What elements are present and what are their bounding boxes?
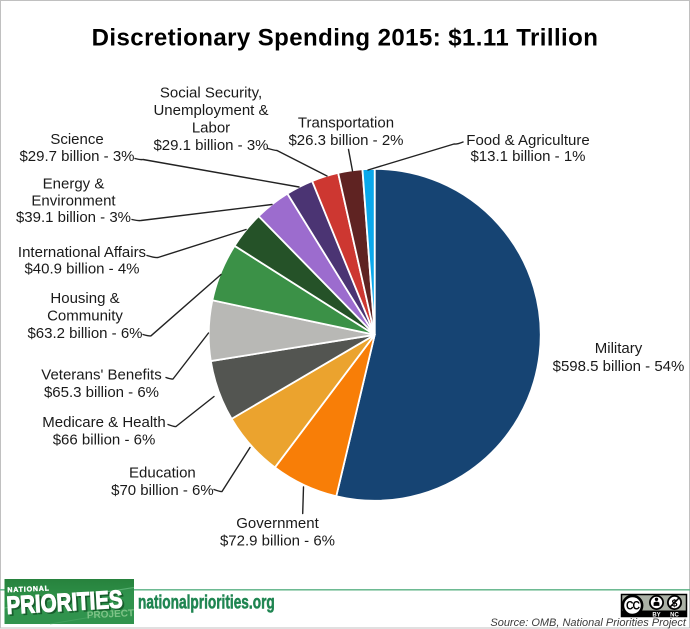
svg-text:BY: BY [652,612,660,618]
svg-text:NC: NC [670,612,679,618]
svg-text:Unemployment &: Unemployment & [153,102,268,119]
svg-text:$65.3 billion - 6%: $65.3 billion - 6% [44,384,159,401]
svg-text:Housing &: Housing & [50,290,119,307]
svg-text:PRIORITIES: PRIORITIES [6,585,124,620]
svg-text:Science: Science [50,131,103,148]
svg-text:Energy &: Energy & [43,176,105,193]
svg-text:PROJECT: PROJECT [87,608,135,621]
svg-text:Source: OMB, National Prioriti: Source: OMB, National Priorities Project [490,617,687,629]
svg-text:$26.3 billion - 2%: $26.3 billion - 2% [288,132,403,149]
svg-text:International Affairs: International Affairs [18,244,146,261]
svg-text:Medicare & Health: Medicare & Health [42,414,165,431]
svg-text:NATIONAL: NATIONAL [7,585,50,594]
svg-text:$598.5 billion - 54%: $598.5 billion - 54% [553,358,685,375]
svg-text:nationalpriorities.org: nationalpriorities.org [138,591,275,613]
svg-text:Discretionary Spending 2015: $: Discretionary Spending 2015: $1.11 Trill… [92,25,599,52]
svg-text:CC: CC [626,600,640,613]
svg-text:Community: Community [47,308,123,325]
svg-text:$63.2 billion - 6%: $63.2 billion - 6% [27,325,142,342]
svg-text:Social Security,: Social Security, [160,85,262,102]
svg-text:Veterans' Benefits: Veterans' Benefits [41,367,161,384]
svg-text:Military: Military [595,340,643,357]
svg-text:PRIORITIES: PRIORITIES [8,586,126,621]
svg-text:$70 billion - 6%: $70 billion - 6% [111,482,214,499]
svg-text:Environment: Environment [31,193,116,210]
svg-text:Food & Agriculture: Food & Agriculture [466,132,589,149]
svg-text:$72.9 billion - 6%: $72.9 billion - 6% [220,533,335,550]
svg-text:Government: Government [236,515,319,532]
svg-text:Labor: Labor [192,120,230,137]
svg-text:$40.9 billion - 4%: $40.9 billion - 4% [24,261,139,278]
svg-text:$29.7 billion - 3%: $29.7 billion - 3% [19,148,134,165]
svg-text:$29.1 billion - 3%: $29.1 billion - 3% [153,137,268,154]
svg-text:Education: Education [129,465,196,482]
svg-text:$66 billion - 6%: $66 billion - 6% [53,432,156,449]
svg-text:Transportation: Transportation [298,115,394,132]
svg-text:$39.1 billion - 3%: $39.1 billion - 3% [16,209,131,226]
svg-text:$13.1 billion - 1%: $13.1 billion - 1% [470,148,585,165]
